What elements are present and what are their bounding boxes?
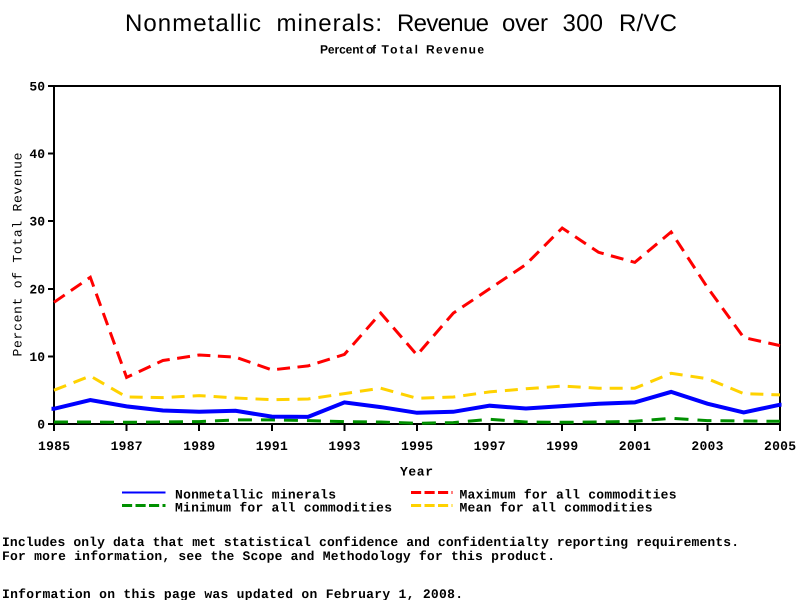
svg-text:over: over	[502, 10, 548, 37]
svg-text:Includes only data that met st: Includes only data that met statistical …	[2, 535, 739, 550]
svg-text:Revenue: Revenue	[426, 43, 484, 57]
svg-text:50: 50	[29, 80, 45, 95]
svg-text:Nonmetallic: Nonmetallic	[125, 10, 261, 37]
svg-text:2003: 2003	[691, 439, 723, 454]
svg-text:20: 20	[29, 282, 45, 297]
svg-text:Percent of Total Revenue: Percent of Total Revenue	[11, 153, 26, 357]
svg-text:1995: 1995	[401, 439, 433, 454]
svg-text:R/VC: R/VC	[619, 10, 677, 37]
svg-text:of: of	[366, 43, 377, 57]
svg-text:Year: Year	[400, 465, 433, 480]
svg-text:Percent: Percent	[320, 43, 364, 57]
svg-text:10: 10	[29, 350, 45, 365]
svg-text:1997: 1997	[474, 439, 506, 454]
svg-text:For more information, see the: For more information, see the Scope and …	[2, 549, 555, 564]
svg-text:Minimum for all commodities: Minimum for all commodities	[175, 501, 392, 516]
svg-text:300: 300	[563, 10, 604, 37]
svg-text:1987: 1987	[111, 439, 143, 454]
svg-text:2001: 2001	[619, 439, 651, 454]
svg-text:Revenue: Revenue	[397, 10, 489, 37]
svg-text:1991: 1991	[256, 439, 288, 454]
svg-text:1989: 1989	[183, 439, 215, 454]
svg-text:0: 0	[37, 418, 45, 433]
svg-text:Nonmetallic minerals: Nonmetallic minerals	[175, 488, 336, 503]
svg-text:Information on this page was u: Information on this page was updated on …	[2, 587, 463, 600]
svg-text:1993: 1993	[328, 439, 360, 454]
svg-text:1985: 1985	[38, 439, 70, 454]
svg-text:Mean for all commodities: Mean for all commodities	[460, 501, 653, 516]
svg-text:Maximum for all commodities: Maximum for all commodities	[460, 488, 677, 503]
svg-text:40: 40	[29, 147, 45, 162]
svg-text:1999: 1999	[546, 439, 578, 454]
svg-text:minerals:: minerals:	[277, 10, 383, 37]
svg-text:2005: 2005	[764, 439, 796, 454]
svg-text:30: 30	[29, 215, 45, 230]
svg-text:Total: Total	[382, 43, 419, 57]
